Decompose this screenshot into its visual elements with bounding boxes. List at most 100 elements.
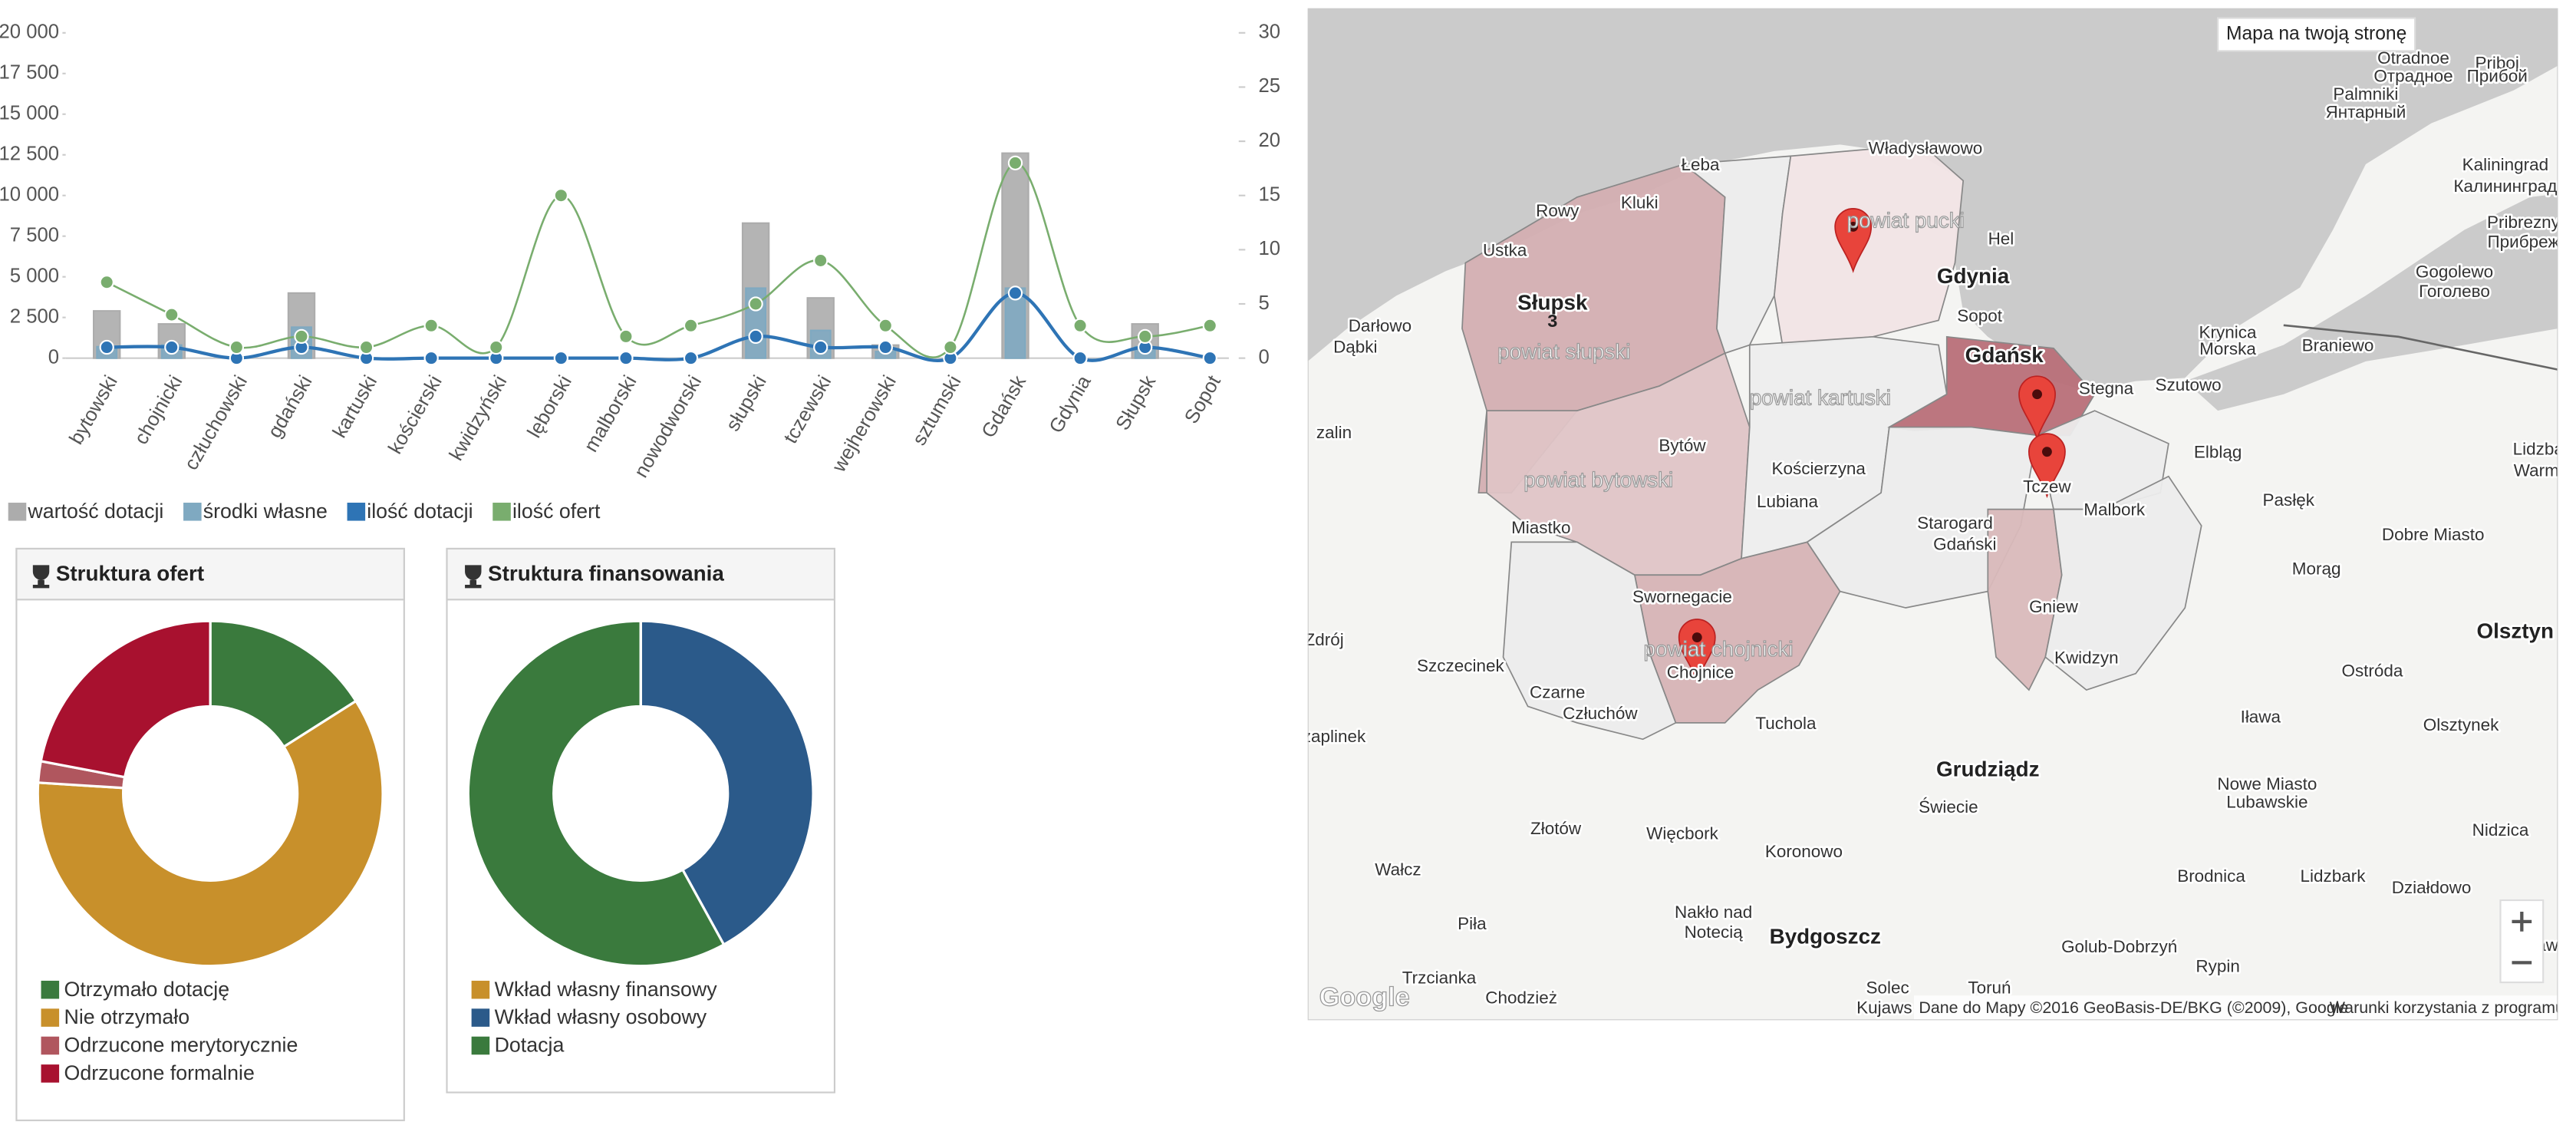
map-label: Bytów: [1659, 436, 1706, 455]
map-label: Słupsk: [1517, 290, 1588, 314]
map-label: Brodnica: [2177, 866, 2245, 886]
y2-tick-label: 20: [1258, 130, 1280, 151]
map-label: powiat pucki: [1847, 208, 1965, 232]
map-label: Człuchów: [1563, 704, 1638, 723]
map-label: Hel: [1988, 229, 2014, 248]
map-label: Łeba: [1682, 155, 1720, 174]
map-label: zalin: [1316, 423, 1352, 442]
x-tick-label: chojnicki: [130, 372, 187, 448]
map-label: zaplinek: [1303, 727, 1366, 746]
map-label: Калининград: [2453, 177, 2557, 196]
legend-label: Wkład własny osobowy: [495, 1005, 707, 1028]
y-tick-label: 12 500: [0, 144, 59, 165]
x-tick-label: gdański: [264, 372, 317, 442]
y-tick-label: 17 500: [0, 62, 59, 84]
district: [1502, 541, 1677, 741]
map-marker[interactable]: [2018, 375, 2056, 441]
map-marker-dot: [1848, 221, 1859, 232]
map-label: Sopot: [1957, 306, 2002, 325]
map-label: Piła: [1458, 914, 1487, 933]
x-tick-label: tczewski: [780, 372, 836, 447]
x-tick-label: sztumski: [908, 372, 965, 449]
map-label: Grudziądz: [1936, 757, 2040, 780]
map-label: Władysławowo: [1869, 139, 1983, 158]
legend-swatch: [183, 503, 202, 521]
map-label: Miastko: [1511, 518, 1570, 537]
zoom-control[interactable]: [2499, 899, 2545, 984]
map-label: Прибой: [2467, 67, 2528, 86]
point: [423, 318, 439, 333]
map[interactable]: Władysławowo Łeba Kluki Rowy Ustka Słupsk powi…: [1303, 8, 2564, 1021]
point: [1202, 351, 1217, 366]
point: [618, 328, 634, 345]
point: [878, 339, 893, 355]
panel-title: Struktura finansowania: [488, 562, 724, 586]
map-label: Krynica: [2199, 322, 2257, 342]
legend-swatch: [471, 1008, 490, 1027]
map-label: Toruń: [1968, 978, 2011, 998]
panel-title: Struktura ofert: [56, 562, 204, 586]
x-tick-label: Gdańsk: [978, 372, 1031, 442]
map-button-label[interactable]: Mapa na twoją stronę: [2226, 23, 2406, 44]
map-label: Tczew: [2023, 477, 2071, 497]
x-tick-label: bytowski: [65, 372, 122, 448]
map-label: Gdynia: [1937, 264, 2010, 288]
legend-swatch: [41, 1036, 60, 1055]
map-label: Kujaws: [1856, 998, 1912, 1017]
y2-tick-label: 0: [1258, 346, 1269, 368]
map-label: Dobre Miasto: [2382, 525, 2485, 544]
legend-label: Odrzucone merytorycznie: [64, 1034, 298, 1057]
map-label: Iława: [2241, 707, 2281, 726]
map-label: Lidzba: [2513, 439, 2564, 458]
point: [748, 296, 763, 312]
map-button[interactable]: [2217, 17, 2416, 52]
lagoon: [2185, 193, 2558, 411]
map-label: Golub-Dobrzyń: [2061, 937, 2177, 956]
map-label: Szczecinek: [1417, 656, 1504, 675]
map-label: Nakło nad: [1675, 902, 1752, 922]
map-label: Rypin: [2196, 957, 2239, 976]
point: [878, 318, 893, 333]
map-marker[interactable]: [1834, 208, 1873, 273]
map-marker[interactable]: [2028, 433, 2066, 499]
map-label: Gdańsk: [1965, 343, 2044, 367]
zoom-in[interactable]: [2512, 912, 2532, 932]
donut-segment: [209, 619, 358, 749]
point: [553, 188, 568, 203]
panel-header: [15, 547, 405, 601]
x-tick-label: kwidzyński: [446, 372, 512, 464]
point: [683, 318, 699, 333]
map-label: Отрадное: [2373, 67, 2452, 86]
line-series: [106, 162, 1211, 358]
x-tick-label: słupski: [722, 372, 771, 435]
map-label: Olsztyn: [2476, 619, 2554, 642]
point: [943, 339, 958, 355]
map-label: Czarne: [1530, 682, 1585, 701]
map-label: Zdrój: [1305, 630, 1344, 649]
terms-link[interactable]: Warunki korzystania z programu: [2330, 998, 2564, 1017]
point: [1007, 285, 1023, 301]
legend-swatch: [41, 980, 60, 999]
y-tick-label: 2 500: [10, 305, 59, 327]
district: [2044, 475, 2202, 691]
map-label: Morska: [2199, 339, 2256, 358]
point: [618, 351, 634, 366]
point: [1072, 318, 1088, 333]
attribution-bg: [1913, 995, 2558, 1021]
map-label: Chojnice: [1667, 663, 1734, 682]
point: [1202, 318, 1217, 333]
map-label: Dąbki: [1333, 338, 1377, 357]
y2-tick-label: 25: [1258, 75, 1280, 97]
map-label: Palmniki: [2333, 84, 2398, 104]
legend-label: ilość ofert: [512, 500, 601, 523]
map-label: Swornegacie: [1632, 587, 1732, 606]
map-label: Gdański: [1933, 535, 1996, 554]
map-marker[interactable]: [1678, 619, 1716, 685]
map-label: Gogolewo: [2416, 262, 2493, 281]
district: [1774, 144, 1965, 346]
legend-label: Dotacja: [495, 1034, 565, 1057]
map-label: Notecią: [1685, 922, 1744, 942]
point: [553, 351, 568, 366]
